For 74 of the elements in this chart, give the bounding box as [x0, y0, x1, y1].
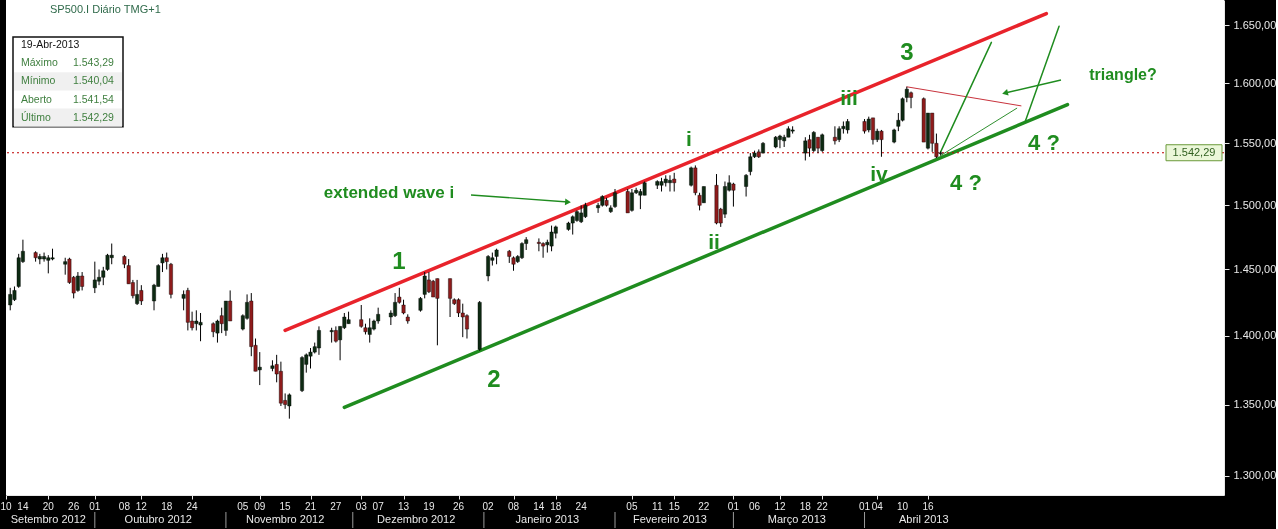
- x-tick-label: 22: [698, 501, 710, 512]
- x-tick-label: 20: [42, 501, 55, 512]
- x-tick-label: 01: [727, 501, 740, 512]
- annotation: iv: [870, 162, 889, 185]
- x-tick-label: 18: [799, 501, 812, 512]
- y-tick-label: 1.350,00: [1233, 398, 1277, 411]
- x-tick-label: 13: [397, 501, 410, 512]
- annotation: 1.540,04: [73, 74, 115, 87]
- y-tick-label: 1.450,00: [1233, 262, 1277, 275]
- annotation: 4 ?: [950, 170, 982, 195]
- annotation: 3: [900, 38, 914, 65]
- x-tick-label: 18: [550, 501, 562, 512]
- y-tick-label: 1.600,00: [1233, 76, 1277, 89]
- annotation: 1.542,29: [73, 110, 115, 123]
- annotation: Mínimo: [21, 74, 56, 87]
- x-tick-label: 08: [118, 501, 131, 512]
- x-tick-label: 26: [452, 501, 465, 512]
- annotation: 2: [487, 365, 501, 392]
- x-tick-label: 22: [816, 501, 829, 512]
- x2-tick-label: Fevereiro 2013: [632, 513, 707, 525]
- x-tick-label: 26: [68, 501, 80, 512]
- x2-tick-label: Janeiro 2013: [515, 513, 580, 525]
- x-tick-label: 09: [254, 501, 266, 512]
- y-tick-label: 1.550,00: [1233, 136, 1277, 149]
- y-tick-label: 1.500,00: [1233, 198, 1277, 211]
- annotation: 19-Abr-2013: [21, 38, 80, 50]
- x2-tick-label: Março 2013: [767, 513, 826, 525]
- x-tick-label: 16: [922, 501, 934, 512]
- x-tick-label: 05: [626, 501, 638, 512]
- x-tick-label: 06: [749, 501, 761, 512]
- x-tick-label: 02: [482, 501, 495, 512]
- annotation: triangle?: [1089, 66, 1157, 83]
- annotation: i: [686, 127, 692, 150]
- annotation: 1: [392, 247, 406, 274]
- ref-line-label: 1.542,29: [1172, 145, 1216, 158]
- x-tick-label: 04: [871, 501, 884, 512]
- annotation: Aberto: [21, 92, 53, 105]
- x2-tick-label: Outubro 2012: [124, 513, 192, 525]
- x-tick-label: 05: [237, 501, 249, 512]
- x2-tick-label: Abril 2013: [898, 513, 949, 525]
- x-tick-label: 14: [17, 501, 29, 512]
- y-tick-label: 1.400,00: [1233, 329, 1277, 342]
- x-tick-label: 24: [575, 501, 588, 512]
- x-tick-label: 18: [161, 501, 173, 512]
- annotation: 1.541,54: [73, 92, 115, 105]
- x-tick-label: 12: [135, 501, 148, 512]
- annotation: Último: [21, 110, 51, 123]
- x2-tick-label: Dezembro 2012: [377, 513, 456, 525]
- x-tick-label: 27: [330, 501, 342, 512]
- x-tick-label: 15: [279, 501, 292, 512]
- x-tick-label: 01: [858, 501, 871, 512]
- x2-tick-label: Setembro 2012: [10, 513, 86, 525]
- annotation: 4 ?: [1028, 130, 1060, 155]
- annotation: extended wave i: [323, 183, 455, 202]
- x-tick-label: 10: [897, 501, 909, 512]
- x-tick-label: 11: [652, 501, 663, 512]
- x-tick-label: 08: [507, 501, 520, 512]
- y-tick-label: 1.650,00: [1233, 18, 1277, 31]
- x2-tick-label: Novembro 2012: [245, 513, 325, 525]
- y-tick-label: 1.300,00: [1233, 469, 1277, 482]
- x-tick-label: 12: [774, 501, 786, 512]
- x-tick-label: 07: [372, 501, 385, 512]
- x-tick-label: 14: [533, 501, 545, 512]
- x-tick-label: 19: [423, 501, 435, 512]
- chart-title: SP500.I Diário TMG+1: [50, 3, 161, 15]
- annotation: ii: [708, 230, 720, 253]
- annotation: Máximo: [21, 56, 58, 69]
- x-tick-label: 15: [668, 501, 681, 512]
- x-tick-label: 10: [0, 501, 12, 512]
- x-tick-label: 03: [355, 501, 368, 512]
- x-tick-label: 21: [304, 501, 317, 512]
- x-tick-label: 01: [89, 501, 101, 512]
- x-tick-label: 24: [186, 501, 199, 512]
- annotation: 1.543,29: [73, 56, 115, 69]
